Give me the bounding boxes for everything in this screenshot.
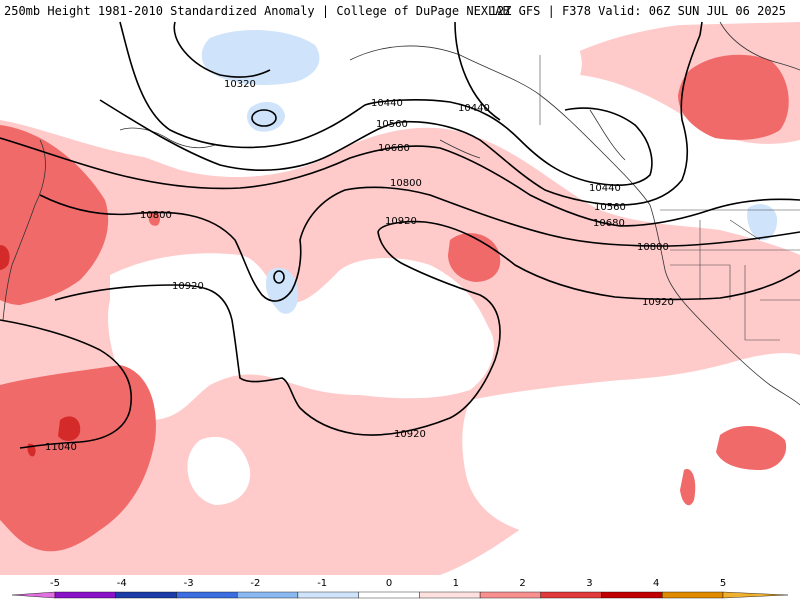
height-contours (0, 21, 800, 449)
contour-10320-line (173, 21, 271, 78)
contour-label-10440-2: 10440 (458, 103, 490, 114)
contour-label-10440-1: 10440 (371, 98, 403, 109)
contour-10680-line (0, 137, 800, 227)
colorbar-segment (601, 591, 663, 599)
contour-label-10560-2: 10560 (594, 202, 626, 213)
contour-10920-line (54, 220, 800, 436)
colorbar-tick-label: 3 (586, 578, 592, 589)
colorbar-segment (419, 591, 481, 599)
colorbar-legend: -5 -4 -3 -2 -1 0 1 2 3 4 5 (0, 575, 800, 600)
contour-label-10680-1: 10680 (378, 143, 410, 154)
contour-10800-line (39, 186, 800, 302)
colorbar-tick-label: 4 (653, 578, 659, 589)
political-borders (539, 55, 800, 341)
colorbar-tick-label: 1 (453, 578, 459, 589)
neutral-anomaly-area (0, 22, 800, 530)
model-run-info: 12Z GFS | F378 Valid: 06Z SUN JUL 06 202… (489, 4, 786, 18)
colorbar-segment (479, 591, 542, 599)
contour-labels: 10320 10440 10440 10440 10560 10560 1068… (45, 79, 674, 453)
contour-label-10920-1: 10920 (172, 281, 204, 292)
coastlines (2, 21, 800, 406)
contour-label-10920-4: 10920 (394, 429, 426, 440)
contour-closed-low-1 (251, 109, 277, 127)
colorbar-segment (115, 591, 177, 599)
contour-10440-line (119, 21, 653, 186)
contour-label-10920-2: 10920 (385, 216, 417, 227)
contour-label-10560-1: 10560 (376, 119, 408, 130)
contour-closed-low-2 (273, 270, 285, 284)
contour-10440-cap (454, 21, 501, 121)
colorbar-extend-high (722, 591, 789, 599)
contour-label-10800-1: 10800 (140, 210, 172, 221)
map-title: 250mb Height 1981-2010 Standardized Anom… (4, 4, 510, 18)
colorbar-segment (662, 591, 724, 599)
contour-label-10800-3: 10800 (637, 242, 669, 253)
contour-label-10800-2: 10800 (390, 178, 422, 189)
colorbar-tick-label: -1 (317, 578, 327, 589)
contour-label-10680-2: 10680 (593, 218, 625, 229)
colorbar-segment (540, 591, 602, 599)
colorbar-segments (11, 591, 789, 599)
colorbar-segment (297, 591, 359, 599)
colorbar-tick-label: -3 (184, 578, 194, 589)
colorbar-tick-label: 2 (519, 578, 525, 589)
colorbar-tick-label: 0 (386, 578, 392, 589)
contour-label-11040-1: 11040 (45, 442, 77, 453)
colorbar-tick-labels: -5 -4 -3 -2 -1 0 1 2 3 4 5 (50, 578, 726, 589)
contour-label-10320-1: 10320 (224, 79, 256, 90)
colorbar-tick-label: -4 (117, 578, 127, 589)
colorbar-tick-label: -5 (50, 578, 60, 589)
colorbar-tick-label: -2 (250, 578, 260, 589)
colorbar-tick-label: 5 (720, 578, 726, 589)
colorbar-segment (176, 591, 238, 599)
colorbar-segment (54, 591, 116, 599)
contour-11040-line (0, 319, 132, 449)
contour-10560-line (99, 21, 703, 206)
positive-anomaly-medium (0, 54, 789, 552)
contour-label-10920-3: 10920 (642, 297, 674, 308)
contour-label-10440-3: 10440 (589, 183, 621, 194)
colorbar-segment (358, 591, 420, 599)
colorbar-segment (236, 591, 299, 599)
